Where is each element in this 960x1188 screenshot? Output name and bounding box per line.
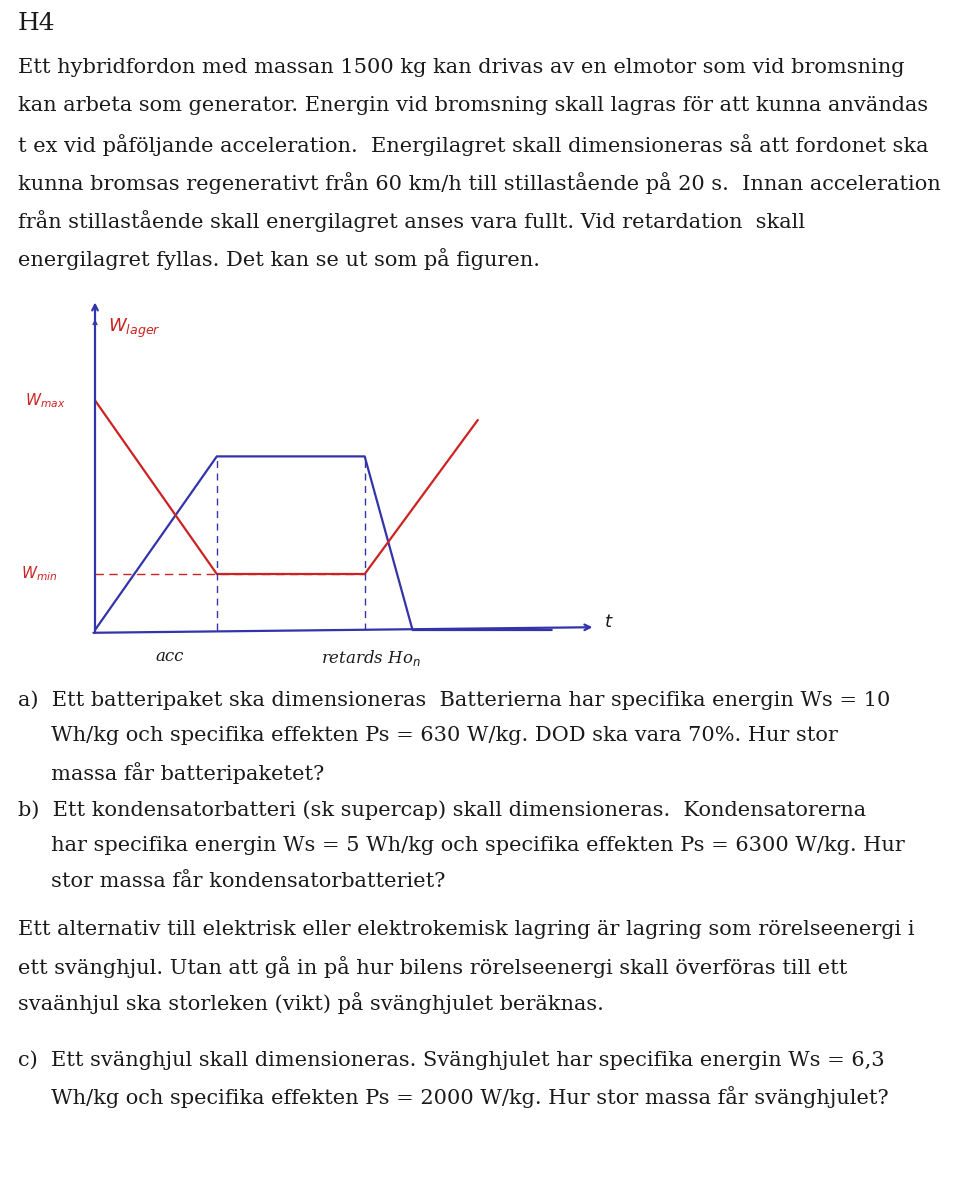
Text: svaänhjul ska storleken (vikt) på svänghjulet beräknas.: svaänhjul ska storleken (vikt) på svängh…	[18, 992, 604, 1015]
Text: Ett hybridfordon med massan 1500 kg kan drivas av en elmotor som vid bromsning: Ett hybridfordon med massan 1500 kg kan …	[18, 58, 904, 77]
Text: från stillastående skall energilagret anses vara fullt. Vid retardation  skall: från stillastående skall energilagret an…	[18, 210, 805, 232]
Text: kan arbeta som generator. Energin vid bromsning skall lagras för att kunna använ: kan arbeta som generator. Energin vid br…	[18, 96, 928, 115]
Text: kunna bromsas regenerativt från 60 km/h till stillastående på 20 s.  Innan accel: kunna bromsas regenerativt från 60 km/h …	[18, 172, 941, 194]
Text: $W_{min}$: $W_{min}$	[21, 564, 58, 583]
Text: Wh/kg och specifika effekten Ps = 630 W/kg. DOD ska vara 70%. Hur stor: Wh/kg och specifika effekten Ps = 630 W/…	[18, 726, 838, 745]
Text: $W_{max}$: $W_{max}$	[25, 391, 66, 410]
Text: Wh/kg och specifika effekten Ps = 2000 W/kg. Hur stor massa får svänghjulet?: Wh/kg och specifika effekten Ps = 2000 W…	[18, 1086, 889, 1108]
Text: $t$: $t$	[604, 613, 613, 631]
Text: energilagret fyllas. Det kan se ut som på figuren.: energilagret fyllas. Det kan se ut som p…	[18, 248, 540, 270]
Text: a)  Ett batteripaket ska dimensioneras  Batterierna har specifika energin Ws = 1: a) Ett batteripaket ska dimensioneras Ba…	[18, 690, 890, 709]
Text: t ex vid påföljande acceleration.  Energilagret skall dimensioneras så att fordo: t ex vid påföljande acceleration. Energi…	[18, 134, 928, 156]
Text: Ett alternativ till elektrisk eller elektrokemisk lagring är lagring som rörelse: Ett alternativ till elektrisk eller elek…	[18, 920, 915, 939]
Text: stor massa får kondensatorbatteriet?: stor massa får kondensatorbatteriet?	[18, 872, 445, 891]
Text: c)  Ett svänghjul skall dimensioneras. Svänghjulet har specifika energin Ws = 6,: c) Ett svänghjul skall dimensioneras. Sv…	[18, 1050, 884, 1069]
Text: H4: H4	[18, 12, 56, 34]
Text: retards Ho$_n$: retards Ho$_n$	[322, 647, 421, 668]
Text: ett svänghjul. Utan att gå in på hur bilens rörelseenergi skall överföras till e: ett svänghjul. Utan att gå in på hur bil…	[18, 956, 848, 978]
Text: b)  Ett kondensatorbatteri (sk supercap) skall dimensioneras.  Kondensatorerna: b) Ett kondensatorbatteri (sk supercap) …	[18, 800, 866, 820]
Text: har specifika energin Ws = 5 Wh/kg och specifika effekten Ps = 6300 W/kg. Hur: har specifika energin Ws = 5 Wh/kg och s…	[18, 836, 904, 855]
Text: acc: acc	[156, 647, 184, 665]
Text: massa får batteripaketet?: massa får batteripaketet?	[18, 762, 324, 784]
Text: $W_{lager}$: $W_{lager}$	[108, 317, 160, 340]
